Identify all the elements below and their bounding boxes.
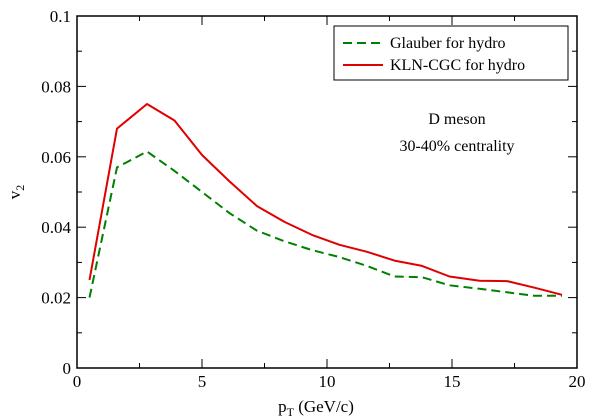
x-tick-label: 0 <box>73 372 82 391</box>
series-group <box>88 103 563 298</box>
y-tick-label: 0.06 <box>41 148 71 167</box>
x-axis-title-sub: T <box>287 405 295 418</box>
series-line-kln-cgc <box>88 103 563 296</box>
ticks: 0 5 10 15 20 0 0.02 0.04 0.06 0.08 0.1 <box>41 7 585 391</box>
annotation-particle: D meson <box>428 111 485 128</box>
legend-label-glauber: Glauber for hydro <box>390 35 506 52</box>
y-tick-label: 0.04 <box>41 218 71 237</box>
y-tick-label: 0.02 <box>41 289 71 308</box>
series-line-glauber <box>88 150 562 298</box>
y-tick-label: 0.1 <box>50 7 71 26</box>
y-tick-label: 0.08 <box>41 77 71 96</box>
y-axis-title: v2 <box>5 185 27 200</box>
legend-label-kln-cgc: KLN-CGC for hydro <box>390 57 525 74</box>
annotation-centrality: 30-40% centrality <box>399 138 514 155</box>
x-axis-title-main: p <box>278 397 287 416</box>
legend: Glauber for hydro KLN-CGC for hydro <box>333 25 569 81</box>
x-tick-label: 15 <box>444 372 461 391</box>
y-axis-title-main: v <box>5 190 24 199</box>
x-tick-label: 10 <box>319 372 336 391</box>
y-tick-label: 0 <box>63 359 72 378</box>
x-axis-title-rest: (GeV/c) <box>294 397 354 416</box>
legend-box <box>333 25 569 81</box>
x-tick-label: 20 <box>569 372 586 391</box>
x-axis-title: pT (GeV/c) <box>278 397 354 418</box>
x-tick-label: 5 <box>198 372 207 391</box>
y-axis-title-sub: 2 <box>13 185 27 191</box>
